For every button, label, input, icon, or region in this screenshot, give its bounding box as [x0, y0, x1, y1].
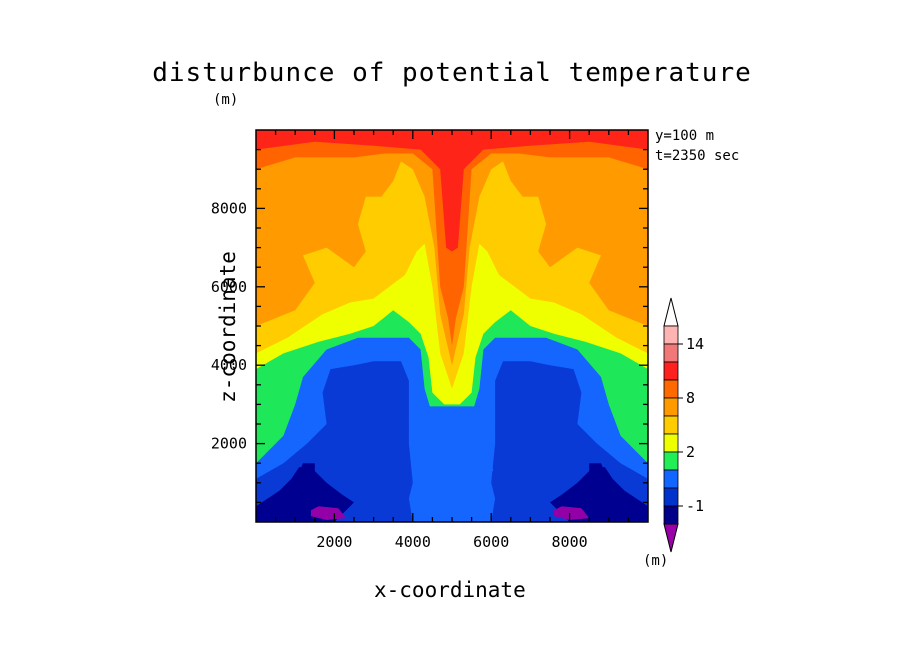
colorbar-top-arrow: [663, 297, 679, 327]
contour-level-navy-right-inner: [589, 463, 613, 503]
chart-title: disturbunce of potential temperature: [152, 58, 752, 88]
y-unit-label: (m): [213, 92, 239, 108]
x-tick-label: 4000: [395, 533, 431, 551]
x-tick-label: 6000: [473, 533, 509, 551]
contour-field: [256, 130, 648, 522]
colorbar-swatch: [663, 433, 679, 453]
y-tick-label: 6000: [211, 278, 247, 296]
colorbar-swatch: [663, 343, 679, 363]
colorbar-tick-label: 8: [686, 389, 695, 407]
contour-level-blue-dark: [256, 361, 648, 522]
colorbar-swatch: [663, 451, 679, 471]
colorbar-swatch: [663, 469, 679, 489]
contour-level-purple-left: [310, 506, 347, 520]
colorbar-swatch: [663, 415, 679, 435]
x-axis-label: x-coordinate: [374, 578, 526, 602]
contour-level-purple-right: [553, 506, 590, 520]
y-tick-label: 8000: [211, 199, 247, 217]
contour-core-band-2: [412, 431, 494, 446]
colorbar-swatch: [663, 487, 679, 507]
colorbar-tick-label: 14: [686, 335, 704, 353]
contour-core-band-1: [412, 457, 494, 471]
x-tick-label: 2000: [316, 533, 352, 551]
annotation-y-position: y=100 m: [655, 128, 715, 144]
y-tick-label: 2000: [211, 435, 247, 453]
colorbar-swatch: [663, 379, 679, 399]
colorbar-tick-label: 2: [686, 443, 695, 461]
x-tick-label: 8000: [552, 533, 588, 551]
contour-core-band-3: [412, 406, 494, 421]
colorbar: 14 8 2 -1: [663, 297, 704, 553]
contour-core-base: [408, 482, 496, 522]
colorbar-swatch: [663, 361, 679, 381]
annotation-time: t=2350 sec: [655, 148, 740, 164]
contour-level-navy-left-inner: [291, 463, 315, 503]
colorbar-tick-label: -1: [686, 497, 704, 515]
colorbar-swatch: [663, 505, 679, 525]
axis-ticks: 2000 4000 6000 8000 2000 4000 6000 8000: [211, 130, 648, 551]
y-tick-label: 4000: [211, 356, 247, 374]
colorbar-bottom-arrow: [663, 523, 679, 553]
colorbar-swatch: [663, 325, 679, 345]
colorbar-swatch: [663, 397, 679, 417]
colorbar-unit-label: (m): [643, 553, 669, 569]
